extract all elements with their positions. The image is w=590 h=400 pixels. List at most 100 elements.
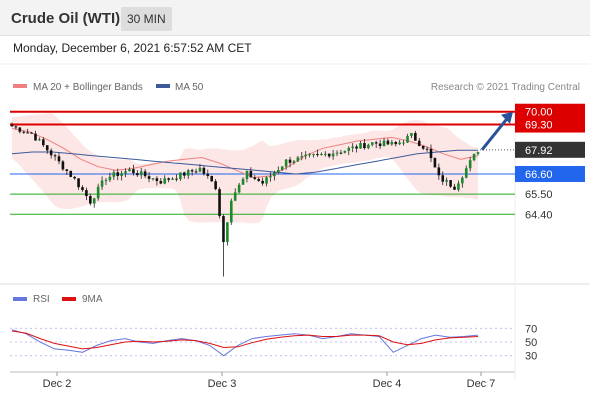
candle-body — [320, 153, 323, 155]
candle-body — [245, 171, 249, 179]
candle-body — [183, 172, 186, 176]
candle-body — [194, 171, 198, 173]
rsi-legend-swatch — [13, 297, 27, 301]
candle-body — [370, 142, 374, 145]
candle-body — [343, 150, 347, 153]
header-bar: Crude Oil (WTI) 30 MIN — [0, 0, 590, 36]
research-credit: Research © 2021 Trading Central — [431, 82, 580, 93]
forecast-arrow — [480, 117, 509, 151]
candle-body — [163, 178, 167, 184]
candle-body — [402, 142, 405, 144]
candle-body — [249, 171, 253, 178]
candle-body — [139, 171, 143, 176]
candle-body — [49, 150, 53, 156]
candle-body — [273, 172, 276, 177]
candle-body — [128, 169, 131, 172]
level-label-67-92: 67.92 — [525, 145, 553, 157]
candle-body — [241, 178, 245, 185]
candle-body — [18, 127, 22, 132]
rsi-legend-label: RSI — [33, 294, 50, 305]
candle-body — [112, 172, 116, 177]
candle-body — [61, 161, 65, 170]
rsi-tick-50: 50 — [525, 337, 537, 349]
level-tag-70-00 — [515, 103, 585, 120]
candle-body — [206, 173, 210, 176]
level-tag-67-92 — [515, 141, 585, 158]
candle-body — [233, 192, 237, 201]
level-label-69-30: 69.30 — [525, 120, 553, 132]
candle-body — [92, 198, 96, 204]
candle-body — [108, 176, 112, 181]
candle-body — [351, 146, 354, 148]
candle-body — [100, 180, 104, 187]
candle-body — [226, 222, 229, 243]
candle-body — [73, 176, 76, 179]
candle-body — [378, 143, 382, 147]
candle-body — [229, 200, 233, 223]
candle-body — [296, 157, 300, 162]
candle-body — [390, 141, 394, 145]
ma50-legend-swatch — [156, 84, 170, 88]
candle-body — [359, 143, 362, 149]
candle-body — [468, 160, 472, 169]
x-tick-label: Dec 4 — [373, 378, 402, 390]
rsi-line — [11, 329, 479, 357]
candle-body — [347, 147, 351, 151]
ma20-legend-swatch — [13, 84, 27, 88]
candle-body — [96, 186, 100, 199]
candle-body — [335, 152, 339, 154]
candle-body — [132, 169, 135, 174]
candle-body — [445, 180, 448, 182]
ma9-legend-swatch — [62, 297, 76, 301]
candle-body — [288, 159, 292, 163]
candle-body — [382, 140, 386, 147]
candle-body — [143, 171, 147, 177]
datetime-label: Monday, December 6, 2021 6:57:52 AM CET — [13, 41, 252, 55]
candle-body — [214, 181, 217, 190]
candle-body — [218, 189, 221, 217]
candle-body — [147, 176, 151, 179]
candle-body — [167, 178, 170, 180]
candle-body — [304, 154, 307, 157]
candle-body — [198, 167, 202, 172]
candle-body — [261, 180, 264, 184]
timeframe-button[interactable]: 30 MIN — [121, 7, 172, 31]
ma20-legend-label: MA 20 + Bollinger Bands — [33, 82, 143, 93]
rsi-ma9-line — [11, 330, 479, 350]
instrument-title: Crude Oil (WTI) — [11, 10, 121, 27]
candle-body — [327, 153, 331, 157]
candle-body — [89, 196, 92, 204]
candle-body — [175, 178, 178, 180]
candle-body — [453, 186, 456, 190]
candle-body — [386, 140, 390, 145]
candle-body — [222, 216, 225, 243]
ma9-legend-label: 9MA — [82, 294, 103, 305]
candle-body — [81, 187, 84, 191]
candle-body — [476, 152, 480, 154]
level-label-64-40: 64.40 — [525, 209, 553, 221]
candle-body — [414, 132, 417, 141]
candle-body — [421, 145, 425, 149]
candle-body — [410, 132, 413, 136]
rsi-tick-70: 70 — [525, 323, 537, 335]
level-label-66-60: 66.60 — [525, 169, 553, 181]
candle-body — [65, 169, 69, 171]
candle-body — [85, 190, 88, 197]
candle-body — [179, 172, 182, 180]
candle-body — [464, 168, 468, 178]
candle-body — [14, 126, 18, 128]
ma50-line — [11, 149, 478, 175]
candle-body — [38, 139, 41, 141]
candle-body — [53, 155, 57, 157]
candle-body — [284, 159, 288, 167]
bollinger-band — [12, 112, 478, 224]
candle-body — [425, 148, 429, 150]
candle-body — [457, 183, 460, 190]
ma50-legend-label: MA 50 — [175, 82, 204, 93]
candle-body — [57, 156, 61, 162]
candle-body — [441, 175, 445, 182]
x-tick-label: Dec 7 — [467, 378, 496, 390]
ma20-line — [11, 127, 479, 179]
candle-body — [406, 135, 409, 143]
candle-body — [159, 181, 163, 184]
